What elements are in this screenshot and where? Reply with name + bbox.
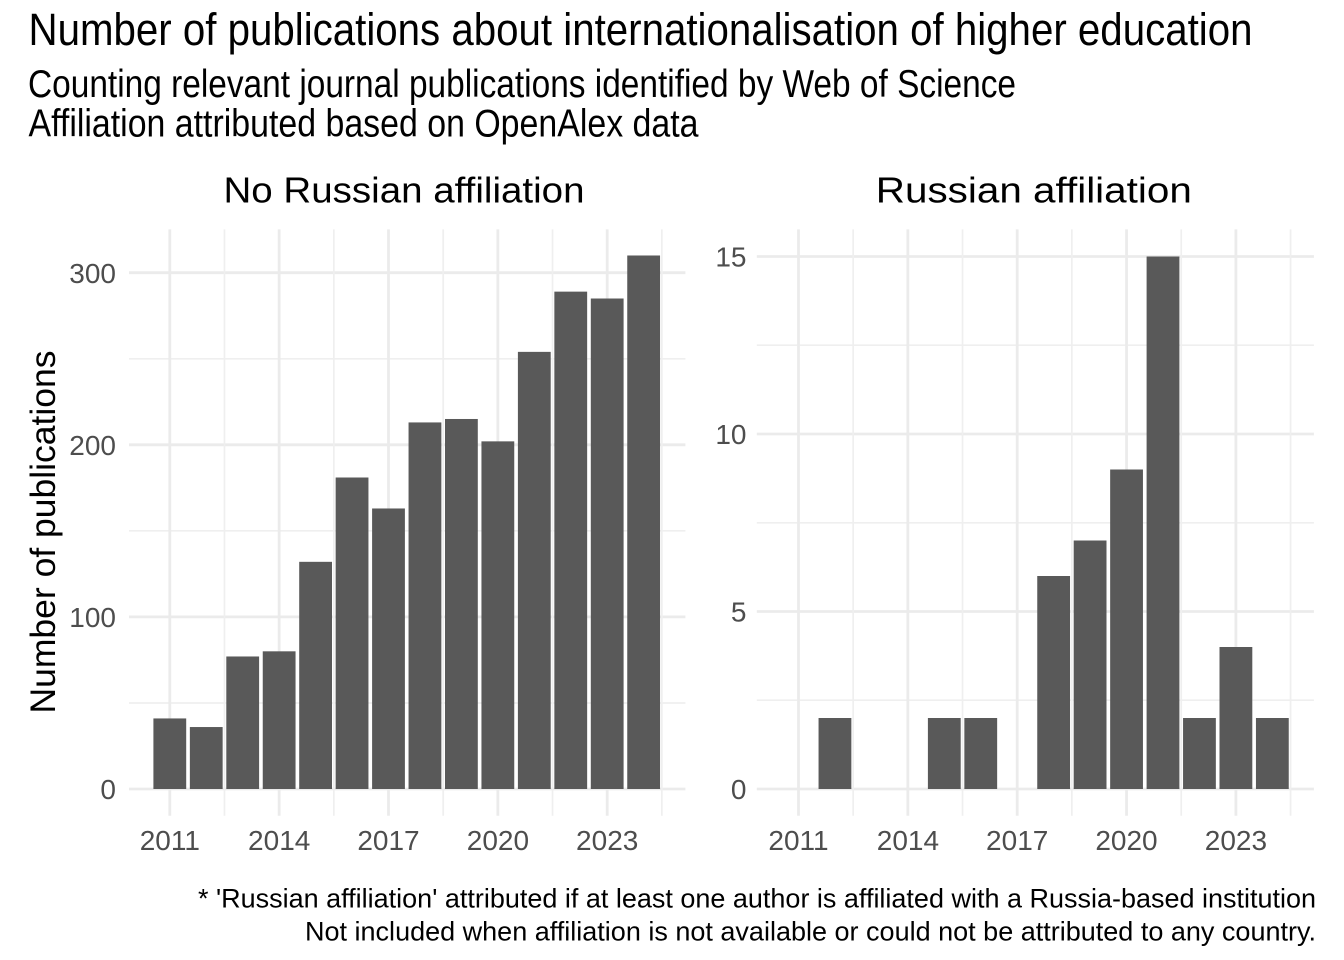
svg-text:2020: 2020 [1095, 825, 1157, 856]
svg-text:2023: 2023 [576, 825, 638, 856]
svg-text:No Russian affiliation: No Russian affiliation [224, 170, 585, 211]
svg-text:* 'Russian affiliation' attrib: * 'Russian affiliation' attributed if at… [198, 884, 1316, 914]
svg-text:2014: 2014 [877, 825, 939, 856]
svg-text:2020: 2020 [467, 825, 529, 856]
svg-text:Number of publications: Number of publications [24, 351, 63, 714]
svg-text:0: 0 [731, 774, 747, 805]
svg-text:2011: 2011 [140, 825, 200, 856]
svg-text:200: 200 [69, 430, 116, 461]
svg-text:2011: 2011 [768, 825, 828, 856]
svg-text:2017: 2017 [986, 825, 1048, 856]
svg-text:2023: 2023 [1205, 825, 1267, 856]
svg-text:300: 300 [69, 258, 116, 289]
svg-text:15: 15 [715, 242, 746, 273]
svg-text:2017: 2017 [357, 825, 419, 856]
svg-text:0: 0 [100, 774, 116, 805]
svg-text:2014: 2014 [248, 825, 310, 856]
svg-text:Number of publications about i: Number of publications about internation… [29, 4, 1253, 55]
svg-text:Russian affiliation: Russian affiliation [876, 170, 1192, 211]
svg-text:Counting relevant journal publ: Counting relevant journal publications i… [28, 63, 1016, 106]
svg-text:Affiliation attributed based o: Affiliation attributed based on OpenAlex… [29, 102, 700, 145]
svg-text:10: 10 [715, 419, 746, 450]
svg-text:100: 100 [69, 602, 116, 633]
svg-text:Not included when affiliation: Not included when affiliation is not ava… [305, 916, 1316, 946]
svg-text:5: 5 [731, 597, 747, 628]
